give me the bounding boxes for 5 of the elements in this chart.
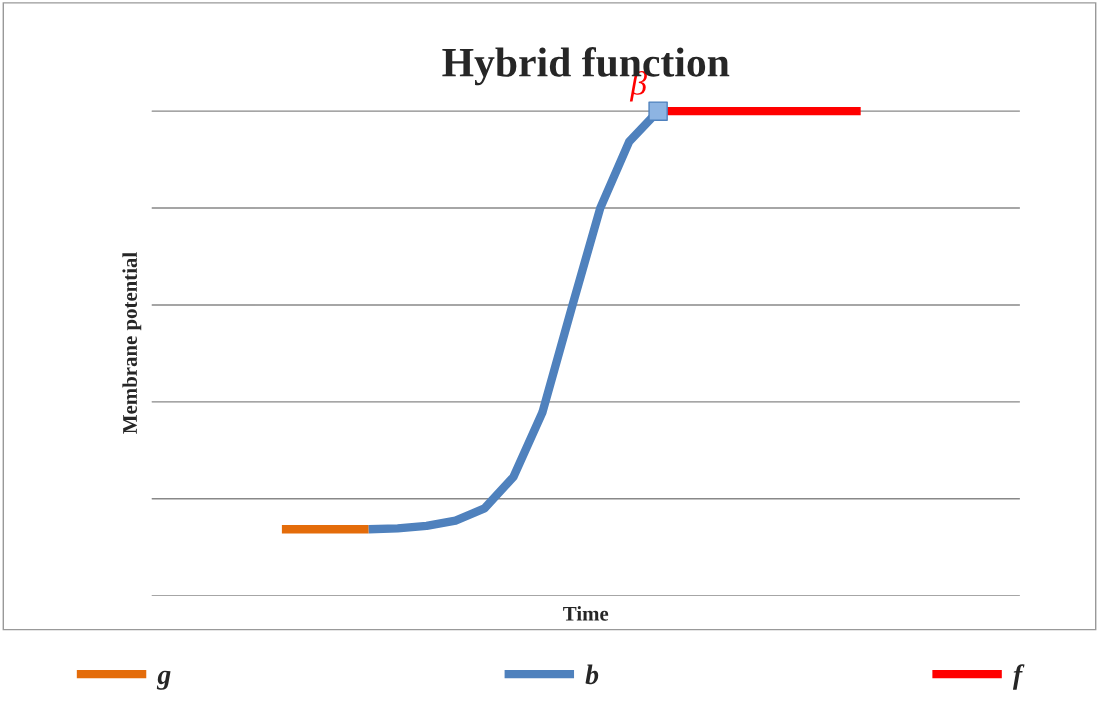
y-axis-title: Membrane potential	[122, 252, 142, 434]
legend-label: b	[585, 664, 599, 685]
legend-label: f	[1012, 664, 1025, 690]
legend-label: g	[156, 670, 171, 690]
x-axis-title: Time	[563, 606, 609, 621]
